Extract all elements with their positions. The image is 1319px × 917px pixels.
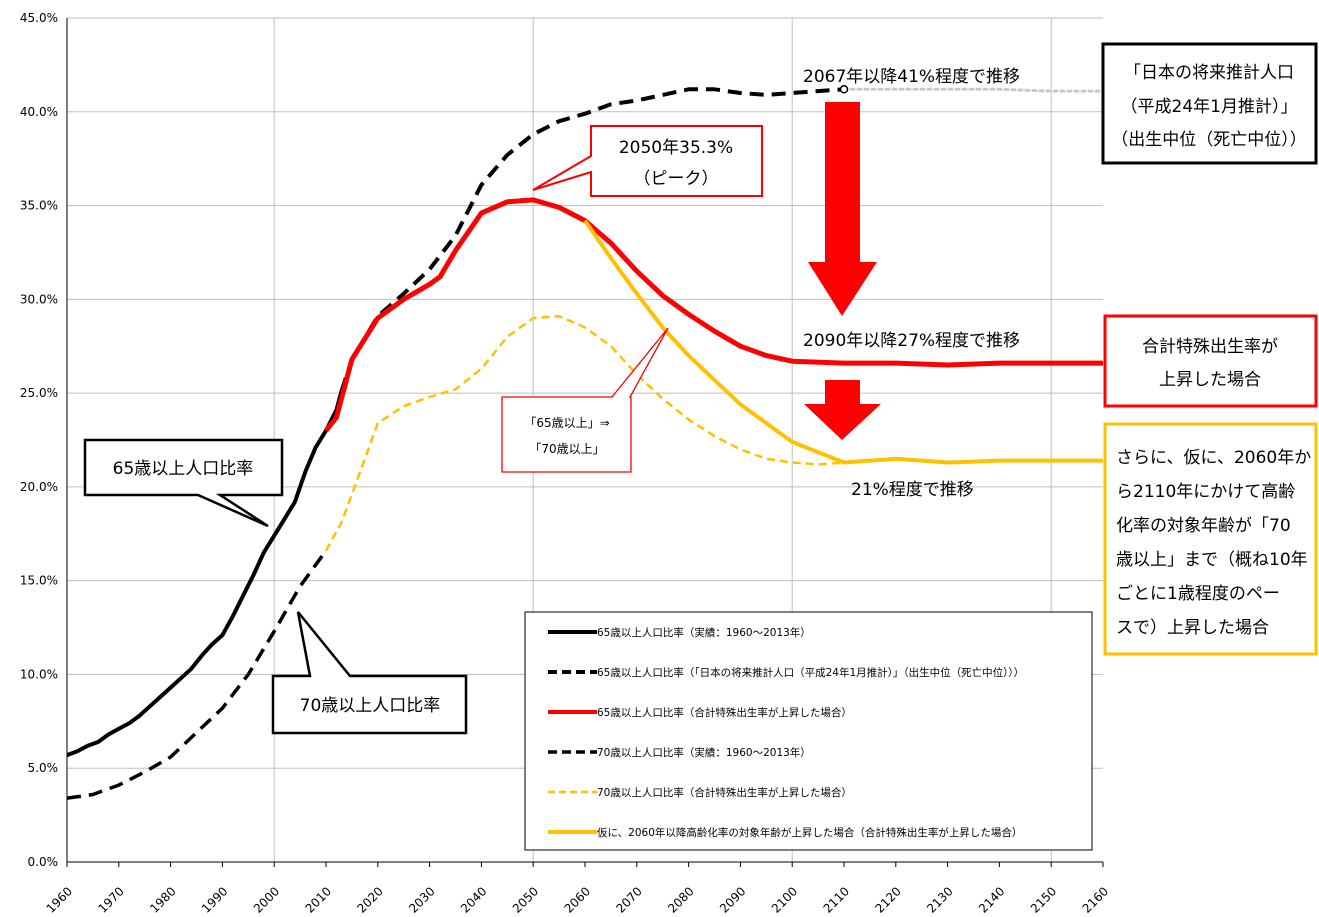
x-tick-label: 2100 xyxy=(769,884,800,915)
y-tick-label: 30.0% xyxy=(20,292,58,306)
y-tick-label: 20.0% xyxy=(20,480,58,494)
series-line xyxy=(324,314,845,552)
legend-label: 65歳以上人口比率（「日本の将来推計人口（平成24年1月推計）」（出生中位（死亡… xyxy=(597,666,1024,679)
x-tick-labels: 1960 1970 1980 1990 2000 2010 2020 2030 2040 2050… xyxy=(44,884,1111,915)
x-tick-label: 2090 xyxy=(717,884,748,915)
x-tick-label: 2000 xyxy=(251,884,282,915)
legend: 65歳以上人口比率（実績：1960～2013年） 65歳以上人口比率（「日本の将来… xyxy=(524,611,1093,851)
series-lines xyxy=(67,85,1103,800)
box-age-shift: さらに、仮に、2060年か ら2110年にかけて高齢 化率の対象年齢が「70 歳… xyxy=(1103,422,1318,656)
series-line xyxy=(339,87,845,392)
box-fertility-line1: 合計特殊出生率が xyxy=(1142,337,1278,357)
axes xyxy=(66,18,1104,867)
series-line xyxy=(324,197,1103,433)
legend-label: 65歳以上人口比率（合計特殊出生率が上昇した場合） xyxy=(597,706,852,719)
y-tick-label: 15.0% xyxy=(20,574,58,588)
x-tick-label: 2160 xyxy=(1080,884,1111,915)
x-tick-label: 1980 xyxy=(147,884,178,915)
y-tick-label: 0.0% xyxy=(28,855,59,869)
callout-70-ratio: 70歳以上人口比率 xyxy=(271,611,468,735)
box-age-line6: スで）上昇した場合 xyxy=(1116,618,1269,638)
box-fertility: 合計特殊出生率が 上昇した場合 xyxy=(1103,314,1318,408)
y-tick-labels: 0.0% 5.0% 10.0% 15.0% 20.0% 25.0% 30.0% 35.0% 40… xyxy=(20,11,58,869)
y-tick-label: 25.0% xyxy=(20,386,58,400)
x-tick-label: 2080 xyxy=(665,884,696,915)
box-age-line5: ごとに1歳程度のペー xyxy=(1116,584,1280,604)
x-tick-label: 2010 xyxy=(303,884,334,915)
x-tick-label: 2130 xyxy=(924,884,955,915)
legend-label: 仮に、2060年以降高齢化率の対象年齢が上昇した場合（合計特殊出生率が上昇した場… xyxy=(597,826,1022,839)
y-tick-label: 40.0% xyxy=(20,105,58,119)
x-tick-label: 1990 xyxy=(199,884,230,915)
x-tick-label: 1970 xyxy=(95,884,126,915)
x-tick-label: 2070 xyxy=(613,884,644,915)
x-tick-label: 1960 xyxy=(44,884,75,915)
x-tick-label: 2050 xyxy=(510,884,541,915)
box-age-line2: ら2110年にかけて高齢 xyxy=(1116,482,1295,502)
x-tick-label: 2060 xyxy=(562,884,593,915)
box-fertility-line2: 上昇した場合 xyxy=(1159,370,1261,390)
downward-arrow-top xyxy=(808,102,877,316)
callout-peak: 2050年35.3% （ピーク） xyxy=(532,125,763,197)
x-tick-label: 2030 xyxy=(406,884,437,915)
trend-27-text: 2090年以降27%程度で推移 xyxy=(803,331,1020,351)
callout-age-shift: 「65歳以上」⇒ 「70歳以上」 xyxy=(501,327,669,473)
series-line xyxy=(583,219,1103,465)
callout-age-shift-line1: 「65歳以上」⇒ xyxy=(524,416,609,430)
callout-peak-line2: （ピーク） xyxy=(634,169,719,189)
box-projection: 「日本の将来推計人口 （平成24年1月推計）」 （出生中位（死亡中位）） xyxy=(1101,42,1318,165)
series-marker xyxy=(839,85,849,94)
x-tick-label: 2040 xyxy=(458,884,489,915)
series-line xyxy=(842,87,1103,93)
trend-21-text: 21%程度で推移 xyxy=(851,480,974,500)
box-age-line4: 歳以上」まで（概ね10年 xyxy=(1116,550,1308,570)
legend-label: 70歳以上人口比率（合計特殊出生率が上昇した場合） xyxy=(597,786,852,799)
callout-age-shift-line2: 「70歳以上」 xyxy=(529,442,604,456)
y-tick-label: 45.0% xyxy=(20,11,58,25)
box-projection-line2: （平成24年1月推計）」 xyxy=(1121,97,1298,117)
series-line xyxy=(67,390,344,757)
callout-65-ratio: 65歳以上人口比率 xyxy=(83,438,284,528)
x-tick-label: 2120 xyxy=(872,884,903,915)
box-age-line1: さらに、仮に、2060年か xyxy=(1116,448,1311,468)
x-tick-label: 2020 xyxy=(354,884,385,915)
box-age-line3: 化率の対象年齢が「70 xyxy=(1116,516,1291,536)
y-tick-label: 10.0% xyxy=(20,667,58,681)
box-projection-line3: （出生中位（死亡中位）） xyxy=(1111,130,1307,150)
legend-label: 70歳以上人口比率（実績：1960～2013年） xyxy=(597,746,811,759)
x-tick-label: 2140 xyxy=(976,884,1007,915)
legend-label: 65歳以上人口比率（実績：1960～2013年） xyxy=(597,626,811,639)
series-line xyxy=(67,549,328,800)
callout-70-ratio-text: 70歳以上人口比率 xyxy=(300,696,441,716)
x-tick-label: 2150 xyxy=(1028,884,1059,915)
callout-65-ratio-text: 65歳以上人口比率 xyxy=(113,459,254,479)
callout-peak-line1: 2050年35.3% xyxy=(619,138,733,158)
downward-arrow-bottom xyxy=(804,380,881,440)
x-tick-label: 2110 xyxy=(821,884,852,915)
box-projection-line1: 「日本の将来推計人口 xyxy=(1124,63,1294,83)
y-tick-label: 35.0% xyxy=(20,199,58,213)
y-tick-label: 5.0% xyxy=(28,761,59,775)
trend-41-text: 2067年以降41%程度で推移 xyxy=(803,67,1020,87)
